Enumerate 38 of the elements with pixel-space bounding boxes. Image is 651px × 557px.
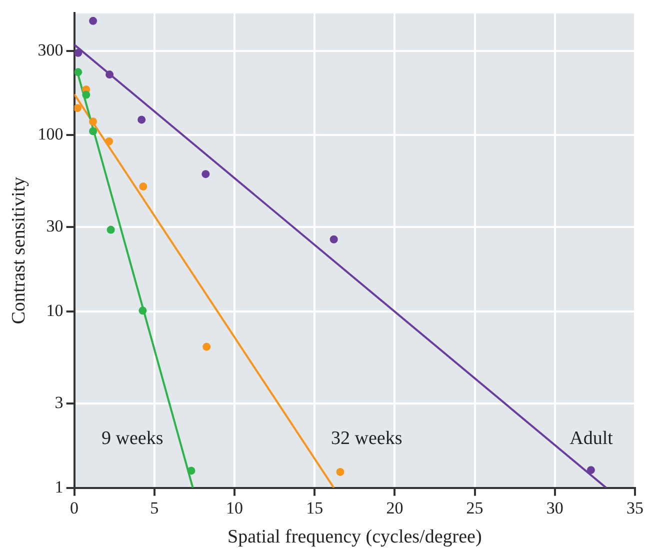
point xyxy=(105,137,114,146)
point xyxy=(74,104,82,112)
y-tick-label: 100 xyxy=(38,124,64,144)
point xyxy=(139,182,148,191)
point xyxy=(106,70,114,79)
x-tick-label: 15 xyxy=(306,498,324,518)
x-tick-label: 5 xyxy=(150,498,159,518)
y-axis-title: Contrast sensitivity xyxy=(8,176,30,324)
x-tick-label: 0 xyxy=(70,498,79,518)
x-tick-label: 20 xyxy=(386,498,404,518)
point xyxy=(330,235,338,244)
y-tick-label: 3 xyxy=(54,393,64,412)
point xyxy=(187,466,196,475)
x-tick-label: 30 xyxy=(546,498,564,518)
point xyxy=(336,468,344,476)
x-tick-label: 35 xyxy=(626,498,644,518)
x-tick-label: 25 xyxy=(466,498,484,518)
point xyxy=(89,127,98,136)
y-tick-label: 10 xyxy=(46,300,64,320)
point xyxy=(89,118,98,126)
point xyxy=(138,116,146,124)
x-tick-label: 10 xyxy=(226,498,243,518)
series-label: Adult xyxy=(570,428,614,449)
point xyxy=(138,306,147,315)
point xyxy=(202,342,211,351)
point xyxy=(74,68,82,76)
series-label: 32 weeks xyxy=(331,428,402,449)
y-tick-label: 30 xyxy=(46,216,64,236)
point xyxy=(74,48,82,57)
x-axis-title: Spatial frequency (cycles/degree) xyxy=(228,526,482,548)
point xyxy=(106,226,115,234)
point xyxy=(89,16,98,25)
point xyxy=(82,90,90,99)
y-tick-label: 1 xyxy=(54,477,64,496)
point xyxy=(586,466,595,474)
point xyxy=(202,170,210,178)
series-label: 9 weeks xyxy=(102,428,164,449)
y-tick-label: 300 xyxy=(38,40,64,60)
